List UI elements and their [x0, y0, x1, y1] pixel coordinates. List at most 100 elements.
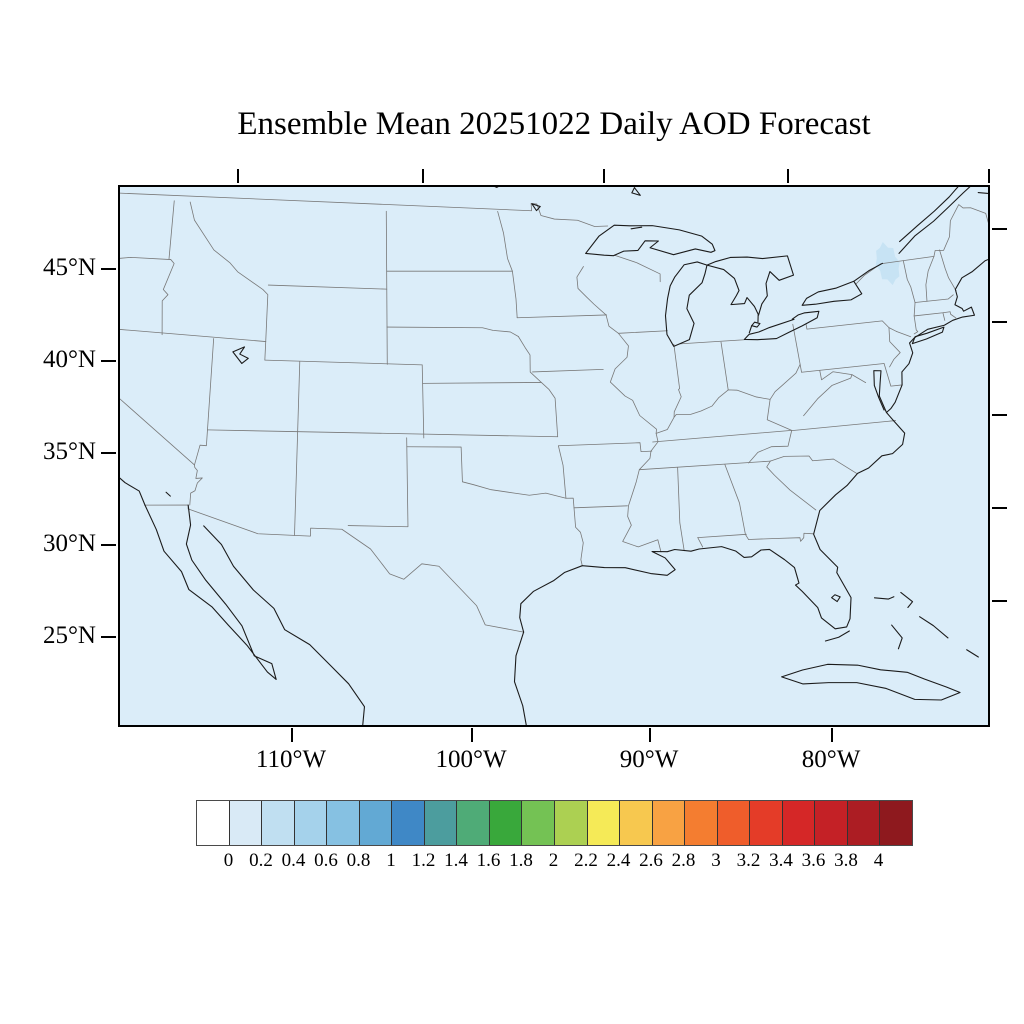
- colorbar-tick-label: 2.6: [639, 850, 663, 871]
- colorbar: [196, 800, 913, 846]
- state-border-line: [720, 341, 729, 391]
- state-border-line: [679, 339, 745, 345]
- coastline: [585, 224, 716, 257]
- aod-contour-patch: [875, 241, 900, 286]
- lat-tick-right: [992, 507, 1007, 509]
- state-border-line: [573, 505, 628, 509]
- state-border-line: [902, 260, 919, 335]
- coastline: [232, 346, 249, 365]
- colorbar-tick-label: 3.2: [736, 850, 761, 871]
- state-border-line: [895, 330, 912, 338]
- state-border-line: [652, 429, 793, 443]
- state-border-line: [618, 330, 668, 334]
- colorbar-cell: [489, 801, 523, 845]
- colorbar-tick-label: 1.4: [444, 850, 468, 871]
- state-border-line: [264, 341, 267, 361]
- coastline: [853, 262, 884, 282]
- state-border-line: [517, 336, 559, 438]
- colorbar-tick-label: 2.4: [606, 850, 631, 871]
- lat-tick-left: [101, 544, 116, 546]
- lat-tick-left: [101, 452, 116, 454]
- colorbar-tick-label: 1: [386, 850, 396, 871]
- state-border-line: [855, 204, 988, 285]
- colorbar-tick-label: 4: [873, 850, 884, 871]
- state-border-line: [942, 312, 946, 321]
- lon-tick-bottom: [471, 728, 473, 742]
- state-border-line: [194, 338, 215, 466]
- state-border-line: [766, 399, 793, 431]
- lon-tick-bottom: [831, 728, 833, 742]
- state-border-line: [638, 460, 771, 471]
- coastline: [898, 187, 988, 254]
- colorbar-cell: [815, 801, 848, 845]
- colorbar-cell: [717, 801, 751, 845]
- lat-tick-label: 25°N: [42, 622, 96, 649]
- state-border-line: [748, 532, 814, 542]
- colorbar-tick-label: 1.6: [476, 850, 501, 871]
- state-border-line: [294, 361, 301, 536]
- colorbar-tick-label: 3: [711, 850, 721, 871]
- coastline: [664, 261, 708, 347]
- state-border-line: [421, 364, 425, 439]
- state-border-line: [516, 314, 608, 319]
- coastline: [165, 491, 171, 497]
- colorbar-tick-label: 0.4: [281, 850, 306, 871]
- state-border-line: [613, 254, 661, 283]
- colorbar-tick-label: 0.2: [249, 850, 273, 871]
- state-border-line: [264, 359, 423, 366]
- lat-tick-label: 35°N: [42, 438, 96, 465]
- colorbar-cell: [880, 801, 913, 845]
- colorbar-tick-label: 3.8: [834, 850, 858, 871]
- coastline: [144, 504, 277, 680]
- lat-tick-left: [101, 636, 116, 638]
- coastline: [631, 187, 641, 196]
- state-border-line: [120, 398, 203, 506]
- lon-tick-label: 110°W: [255, 746, 327, 773]
- colorbar-cell: [229, 801, 263, 845]
- map-plot-area: [118, 185, 990, 727]
- state-border-line: [120, 192, 609, 227]
- lon-tick-top: [422, 169, 424, 183]
- state-border-line: [697, 533, 747, 538]
- state-border-line: [677, 467, 685, 552]
- colorbar-cell: [555, 801, 588, 845]
- state-border-line: [144, 504, 525, 633]
- state-border-line: [655, 363, 801, 434]
- state-border-line: [557, 445, 584, 567]
- state-border-line: [913, 311, 951, 317]
- colorbar-cell: [262, 801, 295, 845]
- lon-tick-top: [787, 169, 789, 183]
- lat-tick-right: [992, 600, 1007, 602]
- state-border-line: [766, 460, 817, 511]
- colorbar-tick-label: 0.6: [314, 850, 338, 871]
- state-border-line: [769, 455, 858, 474]
- lon-tick-top: [988, 169, 990, 183]
- lat-tick-right: [992, 414, 1007, 416]
- lat-tick-left: [101, 268, 116, 270]
- coastline: [966, 649, 979, 658]
- colorbar-tick-label: 1.8: [509, 850, 533, 871]
- colorbar-cell: [750, 801, 783, 845]
- coastline: [630, 226, 643, 230]
- lon-tick-bottom: [649, 728, 651, 742]
- colorbar-cell: [587, 801, 621, 845]
- state-border-line: [120, 329, 267, 342]
- colorbar-cell: [685, 801, 718, 845]
- colorbar-cell: [424, 801, 458, 845]
- lon-tick-label: 80°W: [801, 746, 861, 773]
- lat-tick-label: 45°N: [42, 254, 96, 281]
- state-border-line: [168, 200, 175, 260]
- colorbar-cell: [392, 801, 425, 845]
- lat-tick-left: [101, 360, 116, 362]
- state-border-line: [120, 256, 172, 260]
- colorbar-cell: [197, 801, 230, 845]
- colorbar-cell: [620, 801, 653, 845]
- colorbar-tick-label: 0.8: [346, 850, 371, 871]
- lat-tick-label: 30°N: [42, 530, 96, 557]
- colorbar-cell: [359, 801, 393, 845]
- state-border-line: [422, 382, 542, 384]
- colorbar-cell: [847, 801, 881, 845]
- coastline: [911, 326, 945, 345]
- colorbar-cell: [522, 801, 556, 845]
- coastline: [824, 630, 850, 642]
